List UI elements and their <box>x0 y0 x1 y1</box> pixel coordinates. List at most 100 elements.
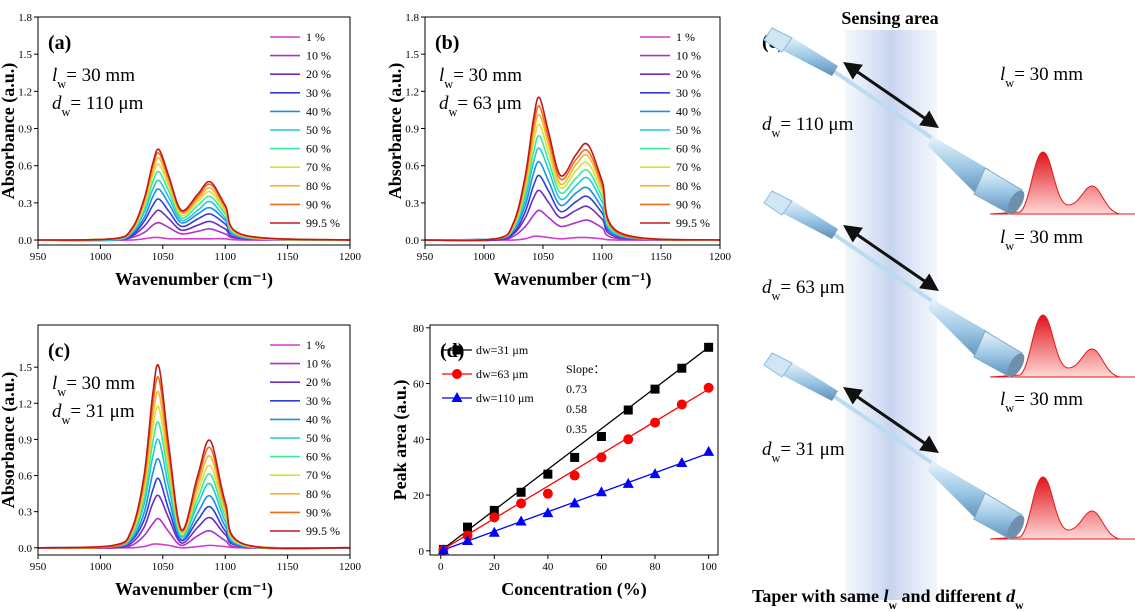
y-tick-label: 0.3 <box>18 507 32 519</box>
rich-part: d <box>52 401 62 422</box>
legend-label: 60 % <box>676 142 701 156</box>
spectrum-peaks <box>989 476 1135 540</box>
rich-part: = 31 μm <box>780 439 844 460</box>
rich-part: l <box>1000 64 1005 85</box>
annotation: dw= 63 μm <box>439 93 522 119</box>
length-arrow <box>843 224 939 292</box>
x-tick-label: 950 <box>30 251 47 263</box>
rich-part: Taper with same <box>752 586 884 606</box>
panel: 950 1000 1050 1100 1150 1200 0.0 0.3 0.6 0.9 1.2 1.… <box>0 12 362 290</box>
marker <box>437 544 449 555</box>
marker <box>516 487 526 497</box>
marker <box>452 345 462 355</box>
x-tick-label: 1150 <box>277 251 299 263</box>
marker <box>677 363 687 373</box>
legend-label: 40 % <box>306 412 331 426</box>
x-tick-label: 1100 <box>591 251 613 263</box>
spectrum-line <box>38 421 350 550</box>
spectrum-line <box>38 209 350 242</box>
legend-label: 90 % <box>306 197 331 211</box>
plot-frame <box>37 16 351 246</box>
spectrum-line <box>38 221 350 242</box>
marker <box>622 477 634 488</box>
x-tick-label: 1100 <box>214 561 236 573</box>
plot-frame <box>429 324 719 556</box>
spectrum-line <box>425 235 720 241</box>
fit-line <box>443 346 710 550</box>
marker <box>569 470 580 481</box>
rich-part: = 63 μm <box>780 277 844 298</box>
marker <box>623 405 633 415</box>
y-tick-label: 1.5 <box>18 362 32 374</box>
legend-label: 10 % <box>306 357 331 371</box>
marker <box>650 384 660 394</box>
taper-cone-left <box>782 199 838 239</box>
length-arrow <box>843 61 939 129</box>
legend-label: 1 % <box>676 30 695 44</box>
rich-part: w <box>62 413 71 427</box>
rich-part: = 30 mm <box>1014 64 1083 85</box>
rich-part: w <box>1005 76 1014 90</box>
rich-part: = 30 mm <box>453 65 522 86</box>
legend-label: 70 % <box>306 160 331 174</box>
y-axis-title: Absorbance (a.u.) <box>0 372 19 509</box>
fiber-face <box>1007 190 1025 214</box>
x-tick-label: 1000 <box>473 251 496 263</box>
rich-part: d <box>762 439 772 460</box>
y-axis-title: Absorbance (a.u.) <box>385 63 406 200</box>
rich-part: = 30 mm <box>66 65 135 86</box>
panel: 950 1000 1050 1100 1150 1200 0.0 0.3 0.6 0.9 1.2 1.… <box>385 12 732 290</box>
spectrum-peaks <box>989 151 1135 215</box>
legend-label: 90 % <box>306 505 331 519</box>
fiber-end-left <box>763 27 793 53</box>
taper-cone-left <box>782 361 838 401</box>
legend-label: 99.5 % <box>306 524 340 538</box>
plot-area <box>425 96 720 242</box>
rich-part: d <box>52 93 62 114</box>
rich-part: l <box>52 65 57 86</box>
taper-cone-left <box>782 36 838 76</box>
spectrum-line <box>38 517 350 550</box>
slope-title: Slope： <box>566 362 605 376</box>
spectrum-line <box>425 209 720 242</box>
x-tick-label: 1200 <box>339 251 362 263</box>
rich-part: l <box>439 65 444 86</box>
y-tick-label: 1.2 <box>405 86 419 98</box>
spectrum-line <box>425 96 720 242</box>
spectrum-line <box>38 477 350 549</box>
rich-part: w <box>444 77 453 91</box>
x-tick-label: 0 <box>438 561 444 573</box>
legend-label: 99.5 % <box>306 216 340 230</box>
legend-label: 20 % <box>306 375 331 389</box>
plot-area <box>437 342 715 555</box>
marker <box>649 468 661 479</box>
length-arrow <box>843 386 939 454</box>
marker <box>516 498 527 509</box>
rich-part: w <box>889 599 898 612</box>
rich-part: = 110 μm <box>780 114 853 135</box>
marker <box>676 457 688 467</box>
taper-diagram: Sensing area (e) Taper with same lw and … <box>752 8 1135 612</box>
annotation: dw= 110 μm <box>52 93 144 119</box>
marker <box>569 497 581 508</box>
fiber-face <box>1007 515 1025 539</box>
legend-label: 60 % <box>306 450 331 464</box>
x-tick-label: 1050 <box>152 561 175 573</box>
legend-label: 80 % <box>306 179 331 193</box>
slope-value: 0.35 <box>566 422 587 436</box>
marker <box>703 382 714 393</box>
diameter-label: dw= 63 μm <box>762 277 845 303</box>
y-tick-label: 1.5 <box>405 49 419 61</box>
x-tick-label: 1150 <box>277 561 299 573</box>
panel-label: (b) <box>435 32 459 54</box>
taper-cone-right <box>928 299 990 359</box>
rich-part: and different <box>897 586 1006 606</box>
rich-part: w <box>772 289 781 303</box>
x-axis-title: Concentration (%) <box>501 579 646 600</box>
marker <box>595 486 607 497</box>
marker <box>623 434 634 445</box>
marker <box>676 399 687 410</box>
rich-part: l <box>1000 389 1005 410</box>
rich-part: d <box>1006 586 1016 606</box>
